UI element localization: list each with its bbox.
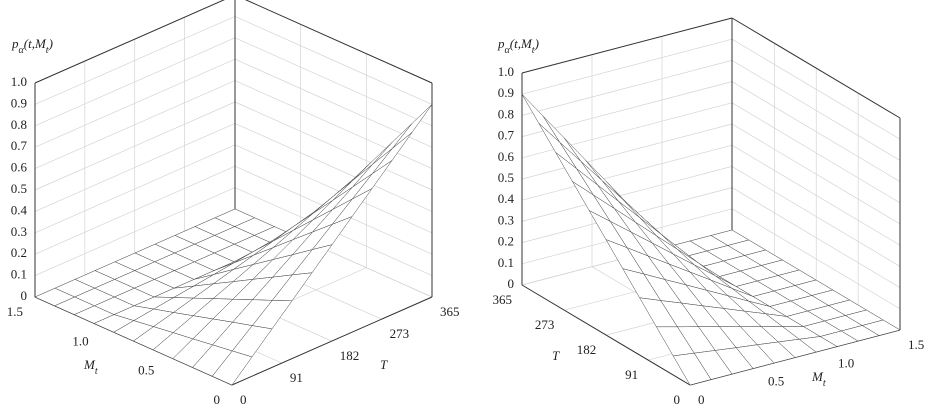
- grid-line: [521, 81, 733, 137]
- x-tick-label: 273: [535, 317, 555, 332]
- z-tick-label: 0.7: [11, 138, 28, 153]
- z-tick-label: 0.8: [498, 106, 514, 121]
- x-tick-label: 182: [340, 348, 360, 363]
- y-axis-label-part: t: [95, 366, 98, 377]
- z-tick-label: 0.1: [11, 267, 27, 282]
- y-tick-label: 1.0: [838, 355, 854, 370]
- box-edge: [34, 0, 225, 84]
- y-axis-label: Mt: [83, 357, 98, 377]
- z-tick-label: 0.2: [11, 245, 27, 260]
- plot: 0 0.1 0.2 0.3 0.4 0.5 0.6 0.7 0.8 0.9 1.0 0 91 182 273…: [493, 17, 924, 407]
- y-tick-label: 0: [698, 392, 705, 407]
- z-axis-label-part: p: [497, 36, 505, 51]
- z-tick-label: 0.9: [498, 85, 514, 100]
- y-tick-label: 1.5: [908, 337, 924, 352]
- z-tick-label: 0.3: [498, 212, 514, 227]
- grid-line: [521, 166, 733, 222]
- y-tick-label: 0: [214, 392, 221, 407]
- z-tick-label: 0.2: [498, 234, 514, 249]
- plot: 0 0.1 0.2 0.3 0.4 0.5 0.6 0.7 0.8 0.9 1.0 0 91 182 273…: [7, 0, 460, 407]
- z-axis-label-part: t: [532, 45, 535, 56]
- y-tick-label: 1.0: [72, 333, 88, 348]
- z-axis-label-part: α: [19, 45, 25, 56]
- box-edge: [521, 284, 691, 386]
- y-axis-label-part: M: [811, 369, 824, 384]
- z-tick-label: 0: [21, 288, 28, 303]
- z-tick-label: 0.3: [11, 224, 27, 239]
- x-tick-label: 273: [390, 326, 410, 341]
- grid-line: [234, 58, 433, 148]
- grid-line: [245, 0, 433, 84]
- z-tick-label: 0.6: [11, 160, 28, 175]
- z-tick-label: 1.0: [498, 64, 514, 79]
- box-edge: [521, 17, 733, 74]
- z-tick-label: 0.5: [498, 170, 514, 185]
- z-tick-label: 0.9: [11, 95, 27, 110]
- x-tick-label: 0: [674, 392, 681, 407]
- x-tick-label: 91: [290, 370, 303, 385]
- grid-line: [234, 144, 433, 234]
- grid-line: [521, 60, 733, 116]
- box-edge: [231, 296, 433, 386]
- x-axis-label: T: [380, 357, 388, 372]
- y-tick-label: 1.5: [7, 304, 23, 319]
- x-axis-label: T: [552, 348, 560, 363]
- grid-line: [234, 80, 433, 169]
- z-axis-label-part: p: [11, 36, 19, 51]
- z-tick-label: 0: [508, 276, 515, 291]
- y-tick-label: 0.5: [138, 363, 154, 378]
- x-tick-label: 0: [240, 392, 247, 407]
- grid-line: [521, 144, 733, 201]
- grid-line: [234, 123, 433, 212]
- z-axis-label-part: ): [534, 36, 539, 51]
- x-tick-label: 365: [493, 292, 513, 307]
- y-axis-label: Mt: [811, 369, 826, 389]
- box-edge: [731, 17, 901, 119]
- grid-line: [234, 37, 433, 127]
- grid-line: [234, 16, 433, 105]
- y-tick-label: 0.5: [768, 374, 784, 389]
- x-tick-label: 91: [625, 367, 638, 382]
- z-tick-label: 0.8: [11, 117, 27, 132]
- z-tick-label: 0.5: [11, 181, 27, 196]
- z-axis-label-part: (t,M: [510, 36, 533, 51]
- z-tick-label: 0.1: [498, 255, 514, 270]
- z-axis-label-part: ): [48, 36, 53, 51]
- surface-cell: [372, 132, 413, 174]
- z-tick-label: 0.4: [498, 191, 515, 206]
- z-tick-label: 1.0: [11, 74, 27, 89]
- surface-cell: [672, 352, 712, 386]
- z-tick-label: 0.6: [498, 149, 515, 164]
- z-axis-label-part: t: [46, 45, 49, 56]
- x-tick-label: 182: [577, 342, 597, 357]
- z-axis-label-part: α: [505, 45, 511, 56]
- box-edge: [244, 0, 433, 84]
- z-axis-label: pα(t,Mt): [497, 36, 539, 56]
- grid-line: [234, 101, 433, 191]
- z-tick-label: 0.7: [498, 128, 515, 143]
- surface-cell: [211, 350, 253, 386]
- z-tick-label: 0.4: [11, 202, 28, 217]
- grid-line: [521, 38, 733, 95]
- z-axis-label-part: (t,M: [24, 36, 47, 51]
- grid-line: [521, 123, 733, 180]
- z-axis-label: pα(t,Mt): [11, 36, 53, 56]
- y-axis-label-part: t: [823, 378, 826, 389]
- y-axis-label-part: M: [83, 357, 96, 372]
- x-tick-label: 365: [440, 304, 460, 319]
